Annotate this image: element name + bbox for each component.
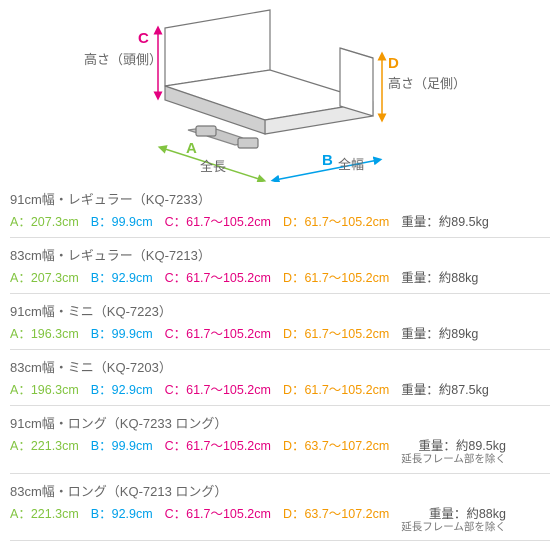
val-a: A：221.3cm bbox=[10, 503, 79, 522]
weight-note: 延長フレーム部を除く bbox=[401, 454, 506, 466]
spec-title: 83cm幅・ロング（KQ-7213 ロング） bbox=[10, 481, 550, 500]
val-d: D：63.7～107.2cm bbox=[283, 435, 389, 454]
val-a: A：207.3cm bbox=[10, 267, 79, 286]
spec-row: 91cm幅・ミニ（KQ-7223） A：196.3cm B：99.9cm C：61.7… bbox=[10, 294, 550, 350]
val-c: C：61.7～105.2cm bbox=[165, 211, 271, 230]
val-a: A：196.3cm bbox=[10, 379, 79, 398]
label-b-letter: B bbox=[322, 152, 333, 169]
val-c: C：61.7～105.2cm bbox=[165, 267, 271, 286]
val-d: D：61.7～105.2cm bbox=[283, 211, 389, 230]
spec-title: 83cm幅・ミニ（KQ-7203） bbox=[10, 357, 550, 376]
weight-note: 延長フレーム部を除く bbox=[401, 522, 506, 534]
label-a-desc: 全長 bbox=[200, 156, 226, 175]
spec-title: 91cm幅・ロング（KQ-7233 ロング） bbox=[10, 413, 550, 432]
val-b: B：92.9cm bbox=[91, 503, 153, 522]
bed-svg bbox=[0, 0, 560, 182]
spec-values: A：207.3cm B：92.9cm C：61.7～105.2cm D：61.7～10… bbox=[10, 267, 550, 286]
spec-table: 91cm幅・レギュラー（KQ-7233） A：207.3cm B：99.9cm C：6… bbox=[0, 182, 560, 541]
spec-title: 83cm幅・レギュラー（KQ-7213） bbox=[10, 245, 550, 264]
label-c-desc: 高さ（頭側） bbox=[84, 49, 162, 68]
val-a: A：207.3cm bbox=[10, 211, 79, 230]
spec-row: 91cm幅・レギュラー（KQ-7233） A：207.3cm B：99.9cm C：6… bbox=[10, 182, 550, 238]
val-d: D：61.7～105.2cm bbox=[283, 379, 389, 398]
spec-values: A：221.3cm B：92.9cm C：61.7～105.2cm D：63.7～10… bbox=[10, 503, 550, 534]
val-c: C：61.7～105.2cm bbox=[165, 435, 271, 454]
spec-title: 91cm幅・ミニ（KQ-7223） bbox=[10, 301, 550, 320]
val-c: C：61.7～105.2cm bbox=[165, 503, 271, 522]
val-weight: 重量：約88kg bbox=[401, 267, 478, 286]
spec-row: 83cm幅・レギュラー（KQ-7213） A：207.3cm B：92.9cm C：6… bbox=[10, 238, 550, 294]
val-b: B：92.9cm bbox=[91, 267, 153, 286]
val-weight: 重量：約88kg延長フレーム部を除く bbox=[401, 503, 506, 534]
val-b: B：99.9cm bbox=[91, 211, 153, 230]
val-c: C：61.7～105.2cm bbox=[165, 323, 271, 342]
spec-values: A：221.3cm B：99.9cm C：61.7～105.2cm D：63.7～10… bbox=[10, 435, 550, 466]
spec-title: 91cm幅・レギュラー（KQ-7233） bbox=[10, 189, 550, 208]
label-c-letter: C bbox=[138, 30, 149, 47]
spec-values: A：196.3cm B：99.9cm C：61.7～105.2cm D：61.7～10… bbox=[10, 323, 550, 342]
spec-row: 83cm幅・ロング（KQ-7213 ロング） A：221.3cm B：92.9cm C… bbox=[10, 474, 550, 541]
val-weight: 重量：約89kg bbox=[401, 323, 478, 342]
val-c: C：61.7～105.2cm bbox=[165, 379, 271, 398]
spec-row: 83cm幅・ミニ（KQ-7203） A：196.3cm B：92.9cm C：61.7… bbox=[10, 350, 550, 406]
val-b: B：92.9cm bbox=[91, 379, 153, 398]
label-d-desc: 高さ（足側） bbox=[388, 73, 466, 92]
label-d-letter: D bbox=[388, 55, 399, 72]
val-weight: 重量：約89.5kg bbox=[401, 211, 489, 230]
spec-values: A：196.3cm B：92.9cm C：61.7～105.2cm D：61.7～10… bbox=[10, 379, 550, 398]
bed-diagram: C 高さ（頭側） D 高さ（足側） A 全長 B 全幅 bbox=[0, 0, 560, 182]
val-weight: 重量：約89.5kg延長フレーム部を除く bbox=[401, 435, 506, 466]
spec-row: 91cm幅・ロング（KQ-7233 ロング） A：221.3cm B：99.9cm C… bbox=[10, 406, 550, 474]
val-weight: 重量：約87.5kg bbox=[401, 379, 489, 398]
val-b: B：99.9cm bbox=[91, 435, 153, 454]
val-a: A：196.3cm bbox=[10, 323, 79, 342]
label-a-letter: A bbox=[186, 140, 197, 157]
label-b-desc: 全幅 bbox=[338, 154, 364, 173]
val-d: D：61.7～105.2cm bbox=[283, 323, 389, 342]
val-d: D：63.7～107.2cm bbox=[283, 503, 389, 522]
val-a: A：221.3cm bbox=[10, 435, 79, 454]
spec-values: A：207.3cm B：99.9cm C：61.7～105.2cm D：61.7～10… bbox=[10, 211, 550, 230]
val-d: D：61.7～105.2cm bbox=[283, 267, 389, 286]
val-b: B：99.9cm bbox=[91, 323, 153, 342]
